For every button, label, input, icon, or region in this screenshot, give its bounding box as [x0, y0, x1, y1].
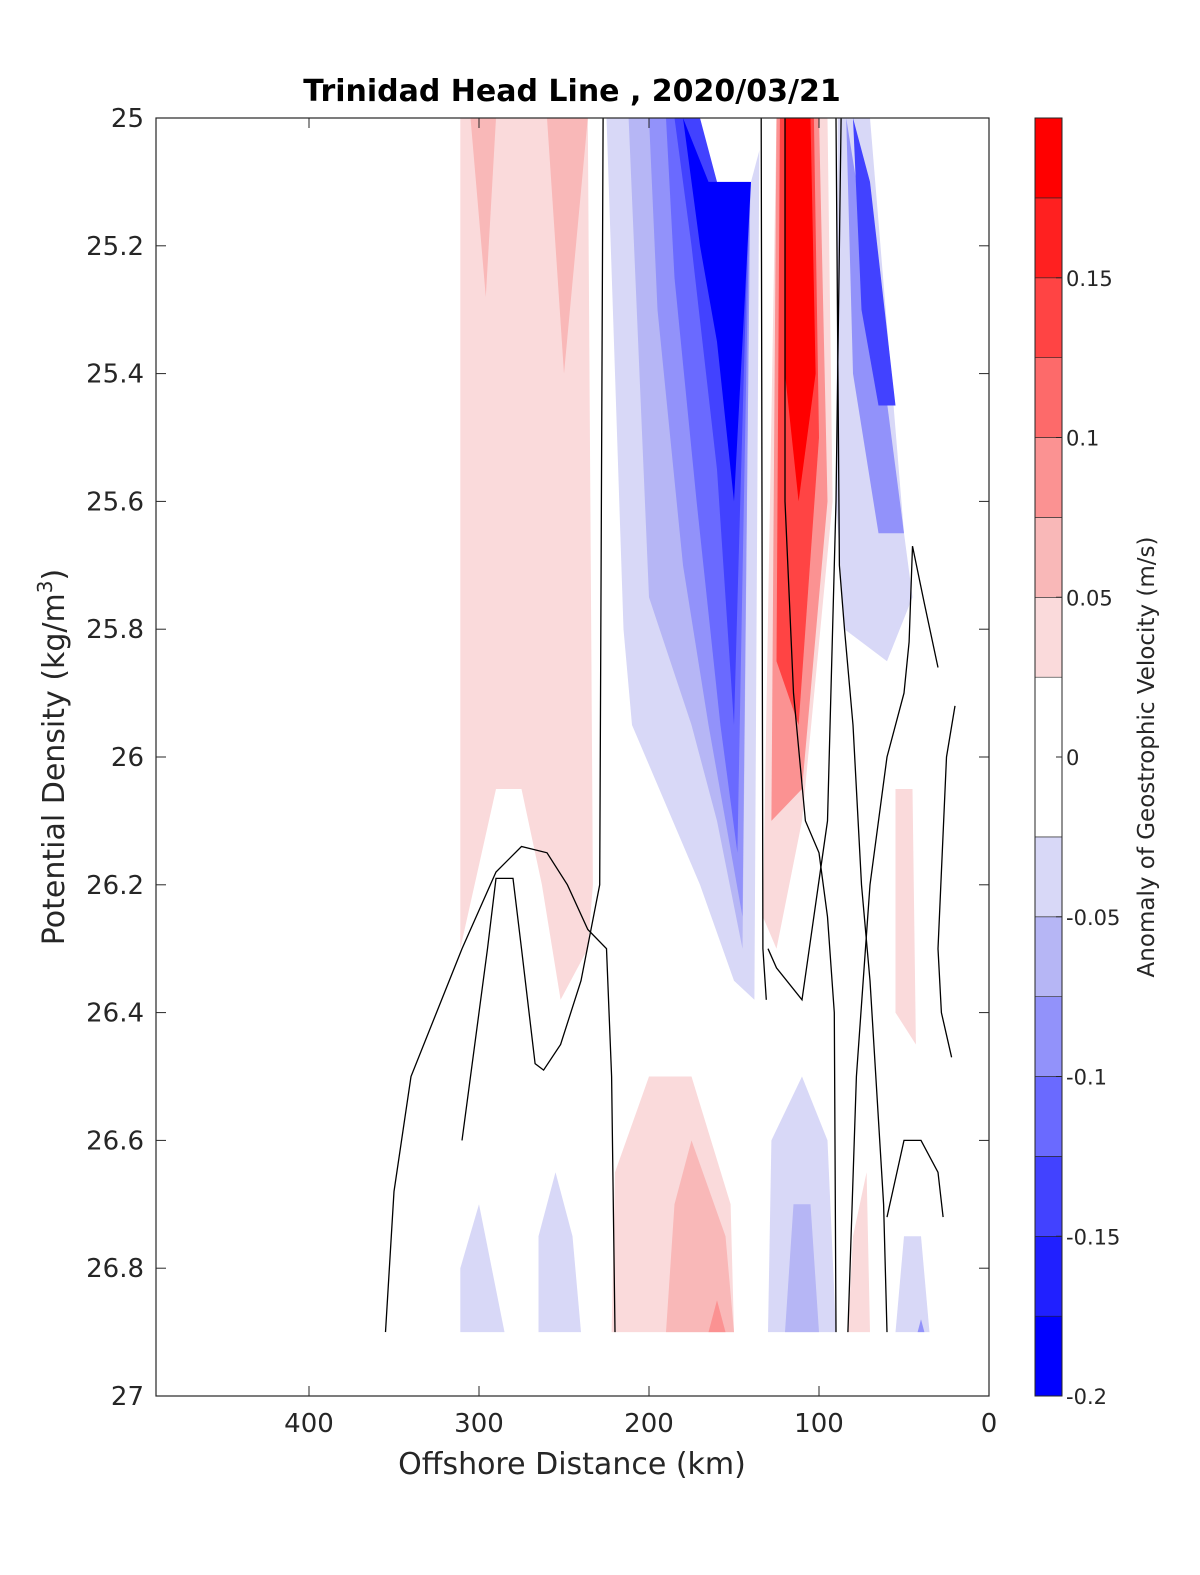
x-tick-label: 200: [624, 1409, 674, 1439]
y-tick-label: 25: [111, 104, 144, 134]
colorbar-tick-label: -0.15: [1066, 1225, 1120, 1249]
velocity-region-20: [708, 1300, 726, 1333]
zero-contour-4: [784, 118, 837, 1333]
colorbar-tick-label: 0.05: [1066, 586, 1113, 610]
colorbar-band-5: [1034, 916, 1063, 997]
velocity-region-1: [470, 118, 496, 297]
x-tick-label: 300: [454, 1409, 504, 1439]
y-tick-label: 25.8: [86, 615, 144, 645]
zero-contour-3: [767, 118, 842, 1002]
velocity-region-26: [895, 1236, 930, 1333]
x-tick-label: 400: [284, 1409, 334, 1439]
velocity-region-15: [785, 118, 816, 502]
y-tick-label: 26: [111, 743, 144, 773]
zero-contour-8: [937, 705, 956, 1058]
velocity-region-22: [785, 1204, 819, 1333]
velocity-region-0: [460, 118, 593, 1000]
zero-contour-2: [760, 118, 767, 1000]
velocity-region-8: [683, 118, 751, 502]
y-tick-label: 25.6: [86, 487, 144, 517]
y-axis-label-close: ): [37, 569, 72, 581]
colorbar-band-10: [1034, 437, 1063, 518]
x-tick-label: 100: [794, 1409, 844, 1439]
colorbar-band-14: [1034, 117, 1063, 199]
x-tick-label: 0: [981, 1409, 998, 1439]
chart-title: Trinidad Head Line , 2020/03/21: [303, 74, 840, 109]
y-axis-label-superscript: 3: [33, 580, 57, 593]
plot-area: 400 300 200 100 0 25 25.2 25.4 25.6 25.8 26 26.2 26…: [86, 104, 997, 1439]
y-tick-label: 27: [111, 1382, 144, 1412]
velocity-region-19: [666, 1140, 734, 1333]
x-axis-label: Offshore Distance (km): [398, 1447, 746, 1482]
zero-contour-5: [835, 118, 888, 1333]
velocity-region-2: [547, 118, 588, 374]
colorbar-band-3: [1034, 1076, 1063, 1157]
zero-contour-layer: [384, 118, 956, 1333]
colorbar-label: Anomaly of Geostrophic Velocity (m/s): [1134, 537, 1160, 978]
velocity-region-16: [895, 789, 916, 1045]
colorbar-ticks: 0.15 0.1 0.05 0 -0.05 -0.1 -0.15 -0.2: [1056, 267, 1120, 1409]
velocity-region-24: [460, 1204, 505, 1333]
masked-region: [700, 118, 768, 182]
velocity-fill-layer: [460, 118, 930, 1333]
colorbar-band-12: [1034, 277, 1063, 358]
colorbar: 0.15 0.1 0.05 0 -0.05 -0.1 -0.15 -0.2 Anomaly o…: [1034, 117, 1160, 1409]
colorbar-band-11: [1034, 357, 1063, 438]
colorbar-tick-label: -0.2: [1066, 1385, 1107, 1409]
colorbar-band-9: [1034, 517, 1063, 598]
colorbar-tick-label: 0.1: [1066, 427, 1099, 451]
colorbar-tick-label: -0.05: [1066, 906, 1120, 930]
zero-contour-6: [886, 1139, 944, 1218]
zero-contour-7: [847, 545, 939, 1333]
velocity-region-23: [847, 1172, 870, 1333]
colorbar-band-13: [1034, 197, 1063, 279]
velocity-region-11: [853, 118, 896, 406]
colorbar-band-6: [1034, 836, 1063, 918]
y-tick-label: 26.4: [86, 999, 144, 1029]
colorbar-band-2: [1034, 1156, 1063, 1237]
zero-contour-1: [384, 845, 616, 1333]
colorbar-band-8: [1034, 596, 1063, 678]
colorbar-band-0: [1034, 1315, 1063, 1397]
y-axis-label: Potential Density (kg/m3): [33, 569, 72, 945]
colorbar-band-4: [1034, 996, 1063, 1077]
velocity-region-27: [917, 1319, 925, 1333]
y-axis: 25 25.2 25.4 25.6 25.8 26 26.2 26.4 26.6 26.8 27: [86, 104, 989, 1412]
y-tick-label: 25.4: [86, 360, 144, 390]
colorbar-band-1: [1034, 1236, 1063, 1317]
colorbar-bands: [1034, 117, 1063, 1397]
colorbar-tick-label: 0.15: [1066, 267, 1113, 291]
y-tick-label: 26.2: [86, 871, 144, 901]
y-tick-label: 25.2: [86, 232, 144, 262]
y-axis-label-main: Potential Density (kg/m: [37, 593, 72, 945]
velocity-region-25: [538, 1172, 581, 1333]
y-tick-label: 26.8: [86, 1254, 144, 1284]
zero-contour-0: [461, 118, 604, 1141]
x-axis: 400 300 200 100 0: [284, 118, 997, 1439]
colorbar-tick-label: -0.1: [1066, 1066, 1107, 1090]
y-tick-label: 26.6: [86, 1126, 144, 1156]
colorbar-tick-label: 0: [1066, 746, 1079, 770]
